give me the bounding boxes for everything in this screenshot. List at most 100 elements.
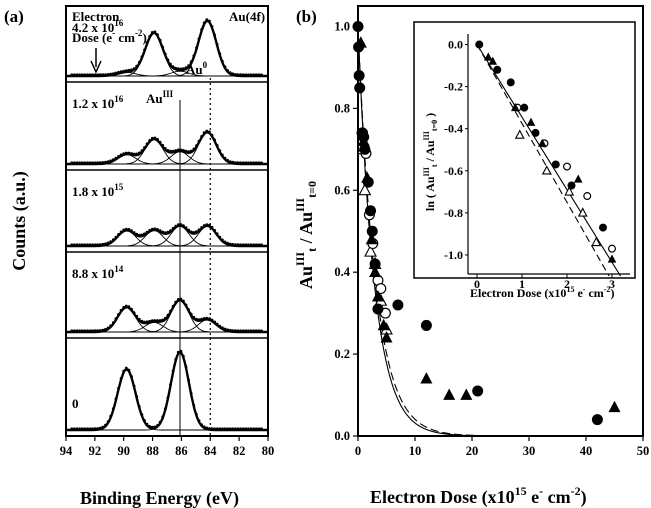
spectrum-data-point xyxy=(158,420,162,424)
spectrum-data-point xyxy=(111,72,115,75)
spectrum-data-point xyxy=(218,235,222,239)
spectrum-data-point xyxy=(231,427,235,431)
spectrum-data-point xyxy=(122,152,126,156)
spectrum-data-point xyxy=(137,405,141,408)
spectrum-data-point xyxy=(140,413,144,417)
filled-circle-point xyxy=(506,78,515,87)
spectrum-data-point xyxy=(109,72,113,76)
spectrum-data-point xyxy=(215,43,219,46)
spectrum-data-point xyxy=(249,329,253,333)
spectrum-data-point xyxy=(88,243,92,247)
au0-component-peak xyxy=(66,225,268,247)
spectrum-data-point xyxy=(127,368,131,372)
spectrum-data-point xyxy=(163,231,167,235)
spectrum-data-point xyxy=(215,322,219,326)
spectrum-data-point xyxy=(78,161,81,165)
y-tick-label: 0.2 xyxy=(334,347,350,361)
spectrum-data-point xyxy=(241,329,245,333)
spectrum-data-point xyxy=(130,68,133,72)
x-tick-label: 90 xyxy=(117,444,130,458)
spectrum-data-point xyxy=(73,329,76,333)
spectrum-data-point xyxy=(197,228,201,232)
open-triangle-point xyxy=(364,244,377,257)
spectrum-data-point xyxy=(171,369,175,373)
spectrum-data-point xyxy=(124,366,128,370)
spectrum-data-point xyxy=(153,227,157,231)
spectrum-data-point xyxy=(252,161,256,165)
spectrum-data-point xyxy=(119,70,123,73)
spectrum-data-point xyxy=(156,33,159,36)
spectrum-data-point xyxy=(189,149,193,153)
spectrum-data-point xyxy=(231,243,235,246)
spectrum-data-point xyxy=(163,147,167,150)
spectrum-data-point xyxy=(205,18,209,22)
spectrum-data-point xyxy=(239,243,243,247)
filled-circle-point xyxy=(551,160,560,169)
spectrum-data-point xyxy=(221,59,224,63)
spectrum-data-point xyxy=(239,73,243,77)
au3-component-peak xyxy=(66,225,268,247)
spectrum-data-point xyxy=(161,318,165,322)
spectrum-data-point xyxy=(213,138,217,142)
dose-label: 0 xyxy=(72,396,79,411)
spectrum-data-point xyxy=(93,243,97,247)
spectrum-data-point xyxy=(137,233,141,237)
spectrum-data-point xyxy=(88,427,92,431)
spectrum-data-point xyxy=(109,324,113,328)
spectrum-data-point xyxy=(145,41,149,44)
spectrum-data-point xyxy=(135,64,139,68)
spectrum-data-point xyxy=(96,329,100,333)
spectrum-data-point xyxy=(202,224,206,227)
spectrum-data-point xyxy=(153,136,157,140)
filled-circle-point xyxy=(493,65,502,74)
spectrum-data-point xyxy=(228,328,232,332)
spectrum-data-point xyxy=(93,329,97,333)
spectrum-data-point xyxy=(140,233,144,237)
spectrum-data-point xyxy=(75,243,79,247)
spectrum-data-point xyxy=(158,38,162,42)
spectrum-data-point xyxy=(86,243,89,247)
spectrum-data-point xyxy=(114,235,118,239)
dose-label: 8.8 x 1014 xyxy=(72,264,124,281)
spectrum-data-point xyxy=(187,308,191,311)
spectrum-data-point xyxy=(169,229,172,233)
x-tick-label: 88 xyxy=(146,444,159,458)
spectrum-data-point xyxy=(200,317,204,321)
spectrum-data-point xyxy=(166,313,170,317)
spectrum-data-point xyxy=(257,73,261,77)
spectrum-data-point xyxy=(158,140,162,144)
spectrum-data-point xyxy=(114,156,118,160)
spectrum-data-point xyxy=(226,328,230,332)
spectrum-data-point xyxy=(241,73,245,77)
spectrum-data-point xyxy=(252,243,256,247)
spectrum-data-point xyxy=(75,161,79,165)
spectrum-data-point xyxy=(236,73,240,76)
spectrum-data-point xyxy=(137,317,141,321)
spectrum-data-point xyxy=(197,419,201,423)
filled-triangle-point xyxy=(488,56,498,65)
spectrum-data-point xyxy=(106,241,110,245)
spectrum-data-point xyxy=(249,161,253,165)
spectrum-data-point xyxy=(187,228,191,232)
open-triangle-point xyxy=(591,236,602,247)
spectrum-data-point xyxy=(176,298,180,301)
spectrum-data-point xyxy=(148,425,152,428)
filled-circle-point xyxy=(520,103,529,112)
spectrum-data-point xyxy=(119,230,123,234)
spectrum-data-point xyxy=(163,52,167,56)
spectrum-data-point xyxy=(260,73,263,77)
spectrum-data-point xyxy=(104,73,107,76)
spectrum-data-point xyxy=(130,307,133,311)
filled-circle-point xyxy=(359,143,371,155)
spectrum-data-point xyxy=(169,383,172,386)
spectrum-data-point xyxy=(223,427,227,431)
exponential-fit-curve xyxy=(357,26,529,437)
spectrum-data-point xyxy=(75,329,79,333)
spectrum-data-point xyxy=(150,425,154,429)
spectrum-data-point xyxy=(247,427,250,431)
spectrum-data-point xyxy=(221,238,224,242)
panel-a-spectra: 4.2 x 1016 1.2 x 1016 1.8 x 1015 8.8 x 1014… xyxy=(66,18,268,436)
spectrum-data-point xyxy=(171,149,175,153)
spectrum-data-point xyxy=(132,152,136,156)
filled-circle-point xyxy=(475,40,484,49)
